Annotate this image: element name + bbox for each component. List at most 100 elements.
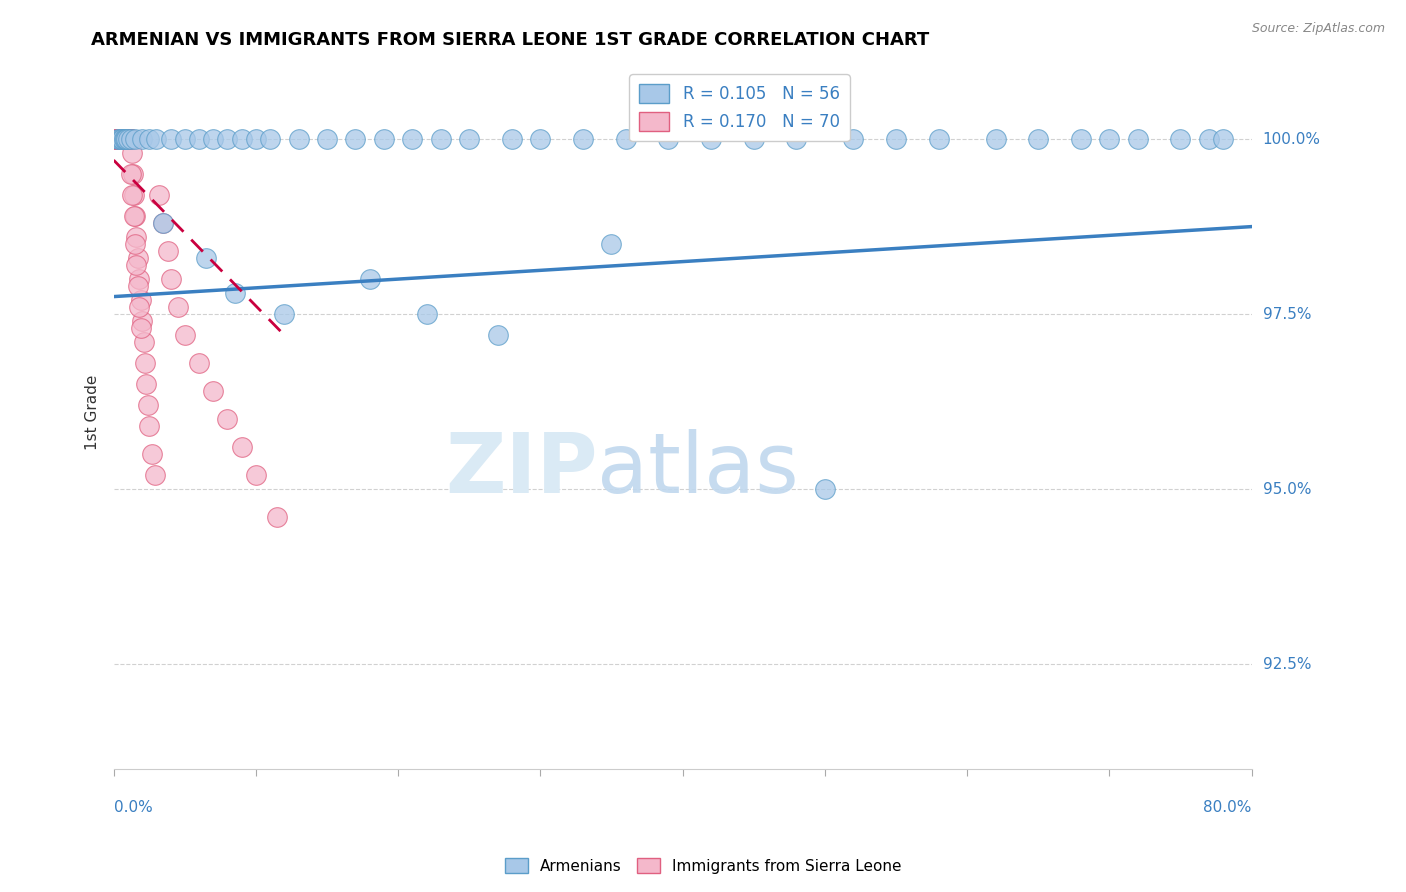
Point xyxy=(107,132,129,146)
Point xyxy=(111,132,134,146)
Legend: Armenians, Immigrants from Sierra Leone: Armenians, Immigrants from Sierra Leone xyxy=(499,852,907,880)
Point xyxy=(114,132,136,146)
Point xyxy=(118,132,141,146)
Point xyxy=(266,510,288,524)
Point xyxy=(928,132,950,146)
Point xyxy=(112,132,135,146)
Point xyxy=(124,209,146,223)
Point xyxy=(501,132,523,146)
Point xyxy=(1126,132,1149,146)
Point xyxy=(152,216,174,230)
Point xyxy=(107,132,129,146)
Point xyxy=(110,132,132,146)
Point xyxy=(110,132,132,146)
Point xyxy=(344,132,367,146)
Point xyxy=(316,132,339,146)
Point xyxy=(217,132,239,146)
Text: ZIP: ZIP xyxy=(444,429,598,509)
Point xyxy=(111,132,134,146)
Point xyxy=(121,188,143,202)
Point xyxy=(401,132,423,146)
Point xyxy=(159,272,181,286)
Point xyxy=(120,132,142,146)
Point xyxy=(173,328,195,343)
Point xyxy=(614,132,637,146)
Point xyxy=(842,132,865,146)
Point xyxy=(1070,132,1092,146)
Point xyxy=(115,132,138,146)
Point xyxy=(111,132,134,146)
Point xyxy=(122,209,145,223)
Point xyxy=(529,132,551,146)
Point xyxy=(121,146,143,161)
Point xyxy=(110,132,132,146)
Point xyxy=(104,132,127,146)
Text: 0.0%: 0.0% xyxy=(114,799,152,814)
Point xyxy=(143,468,166,483)
Point xyxy=(138,419,160,434)
Point xyxy=(188,132,211,146)
Point xyxy=(107,132,129,146)
Point xyxy=(110,132,132,146)
Point xyxy=(117,132,139,146)
Point xyxy=(118,132,141,146)
Point xyxy=(148,188,170,202)
Point xyxy=(127,251,149,265)
Point xyxy=(145,132,167,146)
Point xyxy=(120,167,142,181)
Point xyxy=(273,307,295,321)
Point xyxy=(202,132,225,146)
Point xyxy=(202,384,225,398)
Point xyxy=(600,237,623,252)
Point xyxy=(117,132,139,146)
Text: 80.0%: 80.0% xyxy=(1204,799,1251,814)
Point xyxy=(111,132,134,146)
Point xyxy=(135,377,157,392)
Point xyxy=(156,244,179,259)
Point xyxy=(231,132,253,146)
Point xyxy=(131,314,153,328)
Point xyxy=(128,272,150,286)
Point xyxy=(125,230,148,244)
Point xyxy=(159,132,181,146)
Point xyxy=(785,132,807,146)
Point xyxy=(124,237,146,252)
Point xyxy=(129,321,152,335)
Point xyxy=(112,132,135,146)
Point xyxy=(125,258,148,272)
Point xyxy=(117,132,139,146)
Text: Source: ZipAtlas.com: Source: ZipAtlas.com xyxy=(1251,22,1385,36)
Point xyxy=(1026,132,1049,146)
Point xyxy=(657,132,679,146)
Point xyxy=(572,132,595,146)
Point xyxy=(195,251,218,265)
Text: 95.0%: 95.0% xyxy=(1263,482,1312,497)
Point xyxy=(117,132,139,146)
Point xyxy=(231,440,253,454)
Point xyxy=(166,300,188,314)
Point xyxy=(121,167,143,181)
Point xyxy=(1098,132,1121,146)
Point xyxy=(259,132,281,146)
Text: ARMENIAN VS IMMIGRANTS FROM SIERRA LEONE 1ST GRADE CORRELATION CHART: ARMENIAN VS IMMIGRANTS FROM SIERRA LEONE… xyxy=(91,31,929,49)
Point xyxy=(700,132,723,146)
Point xyxy=(245,132,267,146)
Point xyxy=(430,132,453,146)
Point xyxy=(128,300,150,314)
Point xyxy=(114,132,136,146)
Point xyxy=(108,132,131,146)
Point xyxy=(127,279,149,293)
Point xyxy=(120,132,142,146)
Point xyxy=(120,132,142,146)
Point xyxy=(136,398,159,412)
Point xyxy=(112,132,135,146)
Point xyxy=(115,132,138,146)
Text: 92.5%: 92.5% xyxy=(1263,657,1312,672)
Point xyxy=(984,132,1007,146)
Point xyxy=(107,132,129,146)
Point xyxy=(373,132,395,146)
Point xyxy=(415,307,437,321)
Point xyxy=(105,132,128,146)
Point xyxy=(105,132,128,146)
Point xyxy=(108,132,131,146)
